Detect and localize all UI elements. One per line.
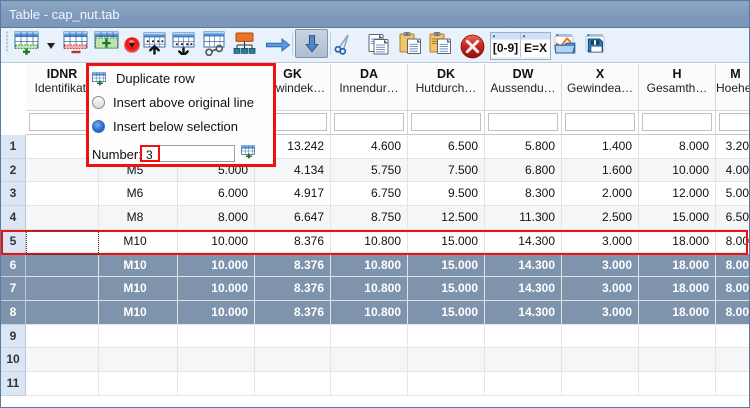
- svg-text:E=X: E=X: [524, 41, 547, 55]
- svg-text:[0-9]: [0-9]: [493, 41, 518, 55]
